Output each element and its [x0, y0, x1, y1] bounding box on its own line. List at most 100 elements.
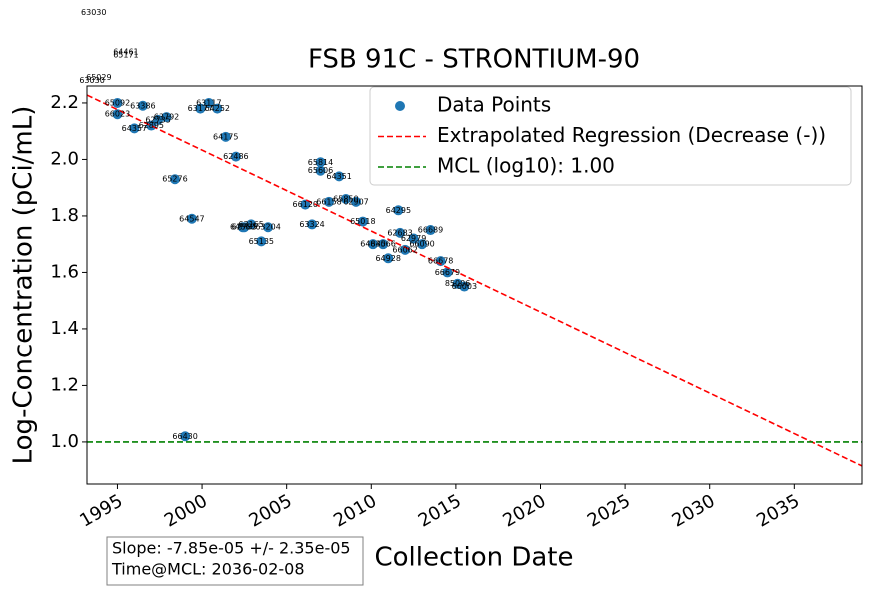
point-label: 62683	[387, 228, 412, 237]
point-label: 62979	[401, 234, 426, 243]
data-point	[153, 114, 164, 125]
data-point	[186, 213, 197, 224]
stats-text: Slope: -7.85e-05 +/- 2.35e-05	[112, 539, 351, 558]
point-label: 65029	[86, 73, 111, 82]
point-label: 64066	[370, 240, 395, 249]
data-point	[169, 174, 180, 185]
point-label: 63030	[81, 8, 106, 17]
y-axis-label: Log-Concentration (pCi/mL)	[9, 106, 39, 465]
data-point	[256, 236, 267, 247]
x-axis-label: Collection Date	[374, 543, 573, 573]
point-label: 64860	[230, 223, 255, 232]
point-label: 63030	[79, 76, 104, 85]
data-point	[203, 97, 214, 108]
point-label: 85006	[445, 279, 470, 288]
x-tick-label: 1995	[76, 490, 126, 531]
point-label: 62486	[223, 152, 248, 161]
regression-line	[87, 94, 862, 467]
point-label: 65171	[113, 50, 138, 59]
plot-area	[87, 94, 862, 467]
data-point	[351, 196, 362, 207]
point-label: 64547	[179, 214, 204, 223]
point-label: 64461	[113, 48, 138, 57]
overlay: 1.0 1.2 1.4 1.6 1.8 2.0 2.2 1995 2000 2005 2010 201…	[50, 8, 852, 586]
x-tick-label: 2000	[161, 490, 211, 531]
data-point	[237, 222, 248, 233]
point-label: 66689	[418, 226, 443, 235]
x-tick-label: 2005	[245, 490, 295, 531]
legend-label: Data Points	[437, 93, 551, 117]
point-label: 66678	[428, 257, 453, 266]
data-point	[246, 219, 257, 230]
point-label: 65850	[333, 194, 358, 203]
y-tick-label: 1.8	[50, 205, 79, 226]
data-point	[459, 281, 470, 292]
point-label: 66158	[316, 197, 341, 206]
point-label: 64351	[326, 172, 351, 181]
point-label: 64928	[375, 254, 400, 263]
point-label: 62735	[145, 115, 170, 124]
point-label: 66023	[105, 110, 130, 119]
point-label: 63324	[299, 220, 324, 229]
data-point	[425, 225, 436, 236]
x-tick-label: 2030	[669, 490, 719, 531]
data-point	[180, 431, 191, 442]
point-label: 62895	[139, 121, 164, 130]
legend-box	[369, 86, 852, 186]
point-label: 63386	[130, 101, 155, 110]
point-label: 65606	[308, 166, 333, 175]
x-tick-label: 2015	[415, 490, 465, 531]
data-point	[230, 151, 241, 162]
point-label: 66062	[392, 245, 417, 254]
data-point	[395, 227, 406, 238]
data-point	[315, 165, 326, 176]
data-point	[212, 103, 223, 114]
point-label: 66679	[435, 268, 460, 277]
point-label: 66090	[409, 240, 434, 249]
data-point	[220, 131, 231, 142]
x-tick-label: 2020	[499, 490, 549, 531]
data-point	[300, 199, 311, 210]
data-point	[367, 239, 378, 250]
point-label: 66003	[452, 282, 477, 291]
legend-label: Extrapolated Regression (Decrease (-))	[437, 123, 826, 147]
data-point	[129, 123, 140, 134]
point-label: 65814	[308, 158, 333, 167]
point-label: 65092	[105, 98, 130, 107]
point-label: 63117	[196, 98, 221, 107]
point-label: 66430	[172, 432, 197, 441]
data-point	[393, 205, 404, 216]
point-label: 66120	[293, 200, 318, 209]
data-point	[400, 244, 411, 255]
point-label: 64357	[122, 124, 147, 133]
data-point	[442, 267, 453, 278]
point-label: 64175	[213, 132, 238, 141]
legend-marker	[395, 101, 405, 111]
stats-box	[106, 536, 364, 586]
y-tick-label: 2.0	[50, 148, 79, 169]
point-label: 62907	[343, 197, 368, 206]
chart-title: FSB 91C - STRONTIUM-90	[308, 45, 640, 75]
x-tick-label: 2025	[584, 490, 634, 531]
point-label: 64835	[360, 240, 385, 249]
data-point	[323, 196, 334, 207]
y-tick-label: 1.0	[50, 431, 79, 452]
data-point	[408, 233, 419, 244]
legend-label: MCL (log10): 1.00	[437, 154, 615, 178]
y-tick-label: 1.2	[50, 374, 79, 395]
point-label: 62785	[232, 223, 257, 232]
point-label: 64295	[386, 206, 411, 215]
data-point	[378, 239, 389, 250]
y-tick-label: 1.4	[50, 318, 79, 339]
data-point	[357, 216, 368, 227]
data-point	[263, 222, 274, 233]
point-label: 64252	[205, 104, 230, 113]
x-tick-label: 2035	[753, 490, 803, 531]
data-point	[340, 193, 351, 204]
stats-text: Time@MCL: 2036-02-08	[111, 560, 305, 579]
point-label: 63177	[188, 104, 213, 113]
data-point	[112, 109, 123, 120]
data-point	[146, 120, 157, 131]
data-point	[315, 157, 326, 168]
